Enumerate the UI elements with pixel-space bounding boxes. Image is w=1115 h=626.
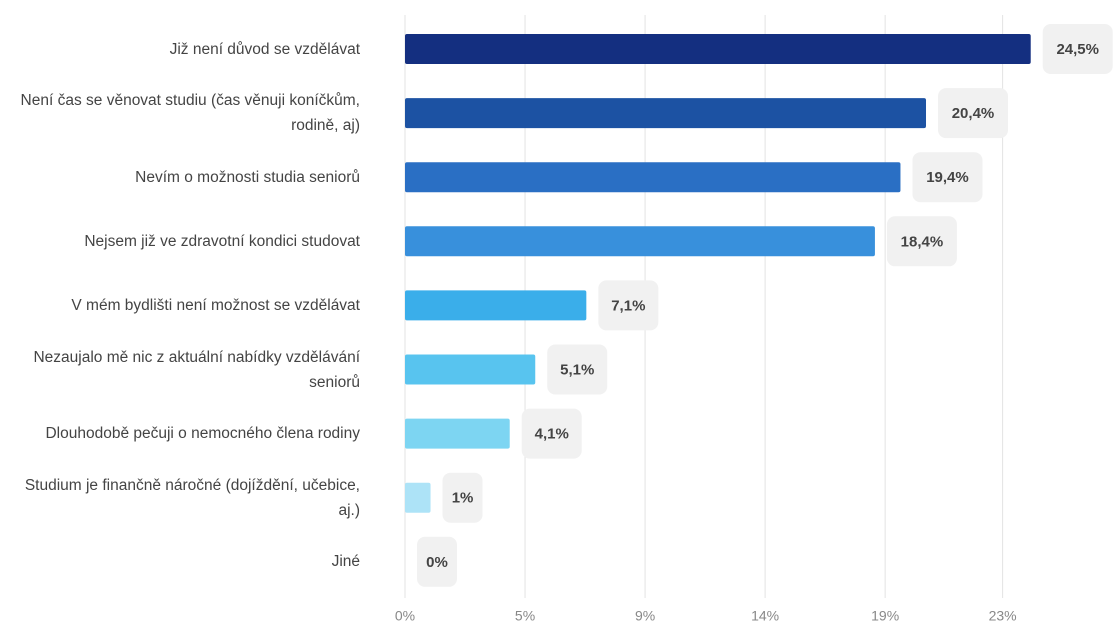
- value-label-box: [442, 472, 483, 523]
- category-text: V mém bydlišti není možnost se vzdělávat: [71, 296, 360, 314]
- category-text: Jiné: [331, 553, 360, 571]
- category-label: Nevím o možnosti studia seniorů: [10, 147, 360, 207]
- category-label: Dlouhodobě pečuji o nemocného člena rodi…: [10, 404, 360, 464]
- bar: [405, 290, 587, 321]
- value-label-box: [938, 88, 1009, 139]
- value-label: 5,1%: [560, 361, 594, 378]
- value-label-box: [598, 280, 659, 331]
- value-label: 1%: [452, 490, 474, 507]
- value-label: 20,4%: [952, 105, 995, 122]
- x-tick-label: 19%: [871, 608, 899, 624]
- bar: [405, 482, 431, 513]
- category-label: Studium je finančně náročné (dojíždění, …: [10, 468, 360, 528]
- value-label-box: [417, 536, 457, 587]
- category-label: Jiné: [10, 532, 360, 592]
- value-label: 7,1%: [611, 297, 645, 314]
- value-label: 4,1%: [535, 426, 569, 443]
- x-tick-label: 23%: [989, 608, 1017, 624]
- x-tick-label: 9%: [635, 608, 655, 624]
- value-label: 19,4%: [926, 169, 969, 186]
- value-label-box: [521, 408, 582, 459]
- category-text: Nezaujalo mě nic z aktuální nabídky vzdě…: [33, 348, 360, 391]
- value-label: 0%: [426, 554, 448, 571]
- category-text: Studium je finančně náročné (dojíždění, …: [24, 476, 360, 519]
- x-tick-label: 0%: [395, 608, 415, 624]
- value-label-box: [912, 152, 983, 203]
- value-label: 18,4%: [901, 233, 944, 250]
- bar: [405, 418, 510, 449]
- bar: [405, 354, 536, 385]
- category-label: Není čas se věnovat studiu (čas věnuji k…: [10, 83, 360, 143]
- category-label: Nejsem již ve zdravotní kondici studovat: [10, 211, 360, 271]
- category-label: Již není důvod se vzdělávat: [10, 19, 360, 79]
- category-text: Dlouhodobě pečuji o nemocného člena rodi…: [45, 425, 360, 443]
- category-text: Nejsem již ve zdravotní kondici studovat: [84, 232, 360, 250]
- value-label-box: [547, 344, 608, 395]
- x-tick-label: 14%: [751, 608, 779, 624]
- value-label-box: [886, 216, 957, 267]
- bar: [405, 98, 927, 129]
- category-text: Nevím o možnosti studia seniorů: [135, 168, 360, 186]
- bar: [405, 34, 1031, 64]
- value-label: 24,5%: [1056, 41, 1099, 58]
- category-text: Není čas se věnovat studiu (čas věnuji k…: [20, 92, 360, 135]
- bar: [405, 226, 875, 257]
- x-tick-label: 5%: [515, 608, 535, 624]
- category-text: Již není důvod se vzdělávat: [169, 40, 360, 58]
- category-label: Nezaujalo mě nic z aktuální nabídky vzdě…: [10, 340, 360, 400]
- category-label: V mém bydlišti není možnost se vzdělávat: [10, 275, 360, 335]
- value-label-box: [1042, 24, 1113, 74]
- bar: [405, 162, 901, 193]
